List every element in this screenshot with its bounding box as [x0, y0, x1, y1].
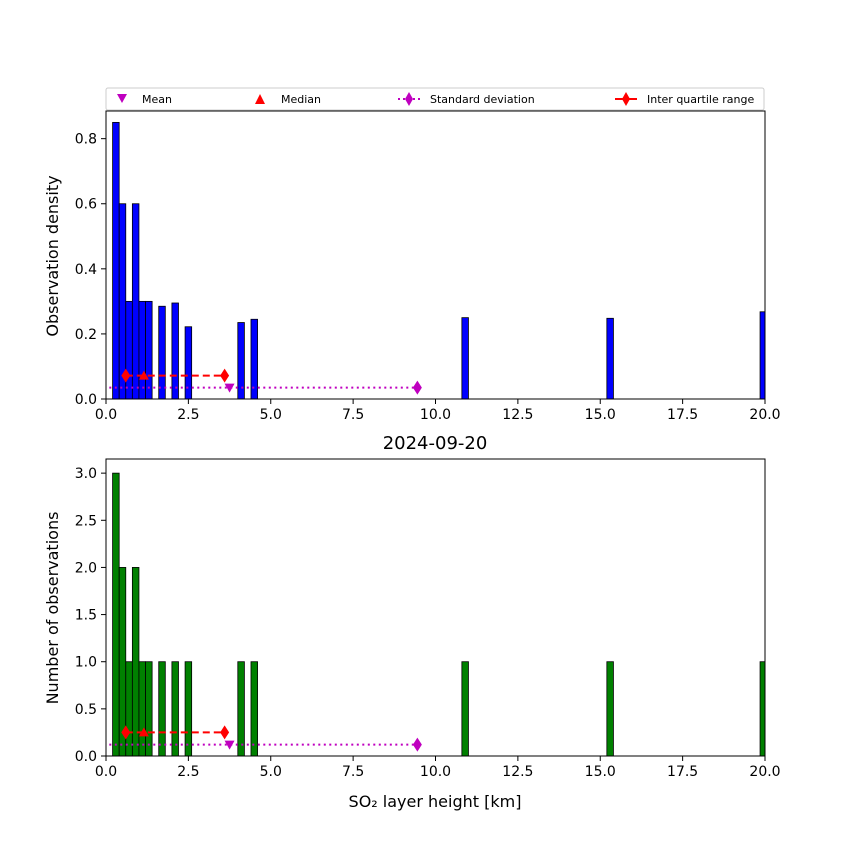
density-x-tick-label: 20.0	[749, 407, 780, 423]
count-bar	[184, 661, 193, 757]
density-iqr-diamond	[121, 368, 131, 383]
count-y-axis-label: Number of observations	[43, 512, 62, 705]
legend-item-median: Median	[255, 93, 321, 106]
count-panel-title: 2024-09-20	[383, 433, 488, 454]
density-bar	[461, 317, 469, 400]
legend-label-inter-quartile-range: Inter quartile range	[647, 93, 754, 106]
density-x-tick-label: 5.0	[260, 407, 282, 423]
count-x-tick-label: 20.0	[749, 764, 780, 780]
density-mean-marker	[224, 383, 235, 393]
count-histogram-panel: 2024-09-20 Number of observations SO₂ la…	[43, 433, 781, 811]
density-x-tick-label: 15.0	[585, 407, 616, 423]
density-y-tick-label: 0.8	[75, 132, 97, 148]
density-bar	[131, 203, 140, 400]
density-bar	[145, 300, 153, 400]
density-y-tick-label: 0.0	[75, 392, 97, 408]
density-x-tick-label: 10.0	[420, 407, 451, 423]
legend-item-mean: Mean	[117, 93, 172, 106]
density-bar	[158, 305, 166, 400]
count-bar	[461, 661, 469, 757]
legend-frame	[105, 87, 765, 111]
count-y-tick-label: 1.5	[75, 608, 97, 624]
density-histogram-panel: Observation density 0.0 2.5 5.0 7.5 10.0 12.5…	[43, 110, 781, 423]
median-marker-icon	[255, 94, 265, 104]
count-bar	[138, 661, 146, 757]
count-x-tick-label: 5.0	[260, 764, 282, 780]
count-x-tick-label: 7.5	[342, 764, 364, 780]
density-bar	[138, 300, 146, 400]
legend: Mean Median Standard deviation Inter qua…	[105, 87, 765, 111]
count-y-tick-label: 0.5	[75, 702, 97, 718]
density-iqr-diamond	[220, 368, 230, 383]
density-x-tick-label: 7.5	[342, 407, 364, 423]
count-bar	[171, 661, 179, 757]
count-bar	[759, 661, 766, 757]
count-bar	[237, 661, 245, 757]
count-x-tick-label: 15.0	[585, 764, 616, 780]
count-iqr-diamond	[220, 725, 230, 740]
legend-label-mean: Mean	[142, 93, 172, 106]
density-bar	[125, 300, 133, 400]
density-x-tick-label: 12.5	[502, 407, 533, 423]
iqr-diamond-icon	[622, 92, 630, 106]
density-x-tick-label: 0.0	[95, 407, 117, 423]
mean-marker-icon	[117, 94, 127, 103]
density-x-tick-label: 2.5	[177, 407, 199, 423]
count-mean-marker	[224, 740, 235, 750]
count-y-tick-label: 2.0	[75, 560, 97, 576]
density-bar	[237, 322, 245, 400]
density-median-marker	[138, 370, 149, 380]
count-iqr-diamond	[121, 725, 131, 740]
density-x-tick-label: 17.5	[667, 407, 698, 423]
count-x-tick-label: 12.5	[502, 764, 533, 780]
count-bar	[145, 661, 153, 757]
count-std-diamond	[412, 737, 422, 752]
count-y-tick-label: 3.0	[75, 466, 97, 482]
count-x-tick-label: 10.0	[420, 764, 451, 780]
count-y-tick-label: 1.0	[75, 655, 97, 671]
count-median-marker	[138, 727, 149, 737]
legend-label-standard-deviation: Standard deviation	[430, 93, 535, 106]
count-bar	[606, 661, 614, 757]
count-bar	[158, 661, 166, 757]
density-y-tick-label: 0.2	[75, 327, 97, 343]
density-bar	[118, 203, 127, 400]
density-y-tick-label: 0.4	[75, 262, 97, 278]
count-y-tick-label: 2.5	[75, 513, 97, 529]
std-diamond-icon	[405, 92, 413, 106]
density-bar	[171, 302, 179, 400]
density-bar	[759, 311, 766, 400]
density-y-tick-label: 0.6	[75, 197, 97, 213]
density-bar	[112, 121, 120, 400]
legend-item-standard-deviation: Standard deviation	[398, 92, 535, 106]
density-std-diamond	[412, 380, 422, 395]
density-bar	[184, 326, 193, 400]
legend-item-inter-quartile-range: Inter quartile range	[615, 92, 754, 106]
count-bar	[131, 567, 140, 757]
count-bar	[112, 472, 120, 757]
count-x-tick-label: 2.5	[177, 764, 199, 780]
count-x-tick-label: 0.0	[95, 764, 117, 780]
count-x-axis-label: SO₂ layer height [km]	[349, 792, 522, 811]
count-y-tick-label: 0.0	[75, 749, 97, 765]
count-bar	[250, 661, 258, 757]
density-y-axis-label: Observation density	[43, 175, 62, 336]
legend-label-median: Median	[281, 93, 321, 106]
count-bar	[125, 661, 133, 757]
count-x-tick-label: 17.5	[667, 764, 698, 780]
density-bar	[606, 317, 614, 400]
